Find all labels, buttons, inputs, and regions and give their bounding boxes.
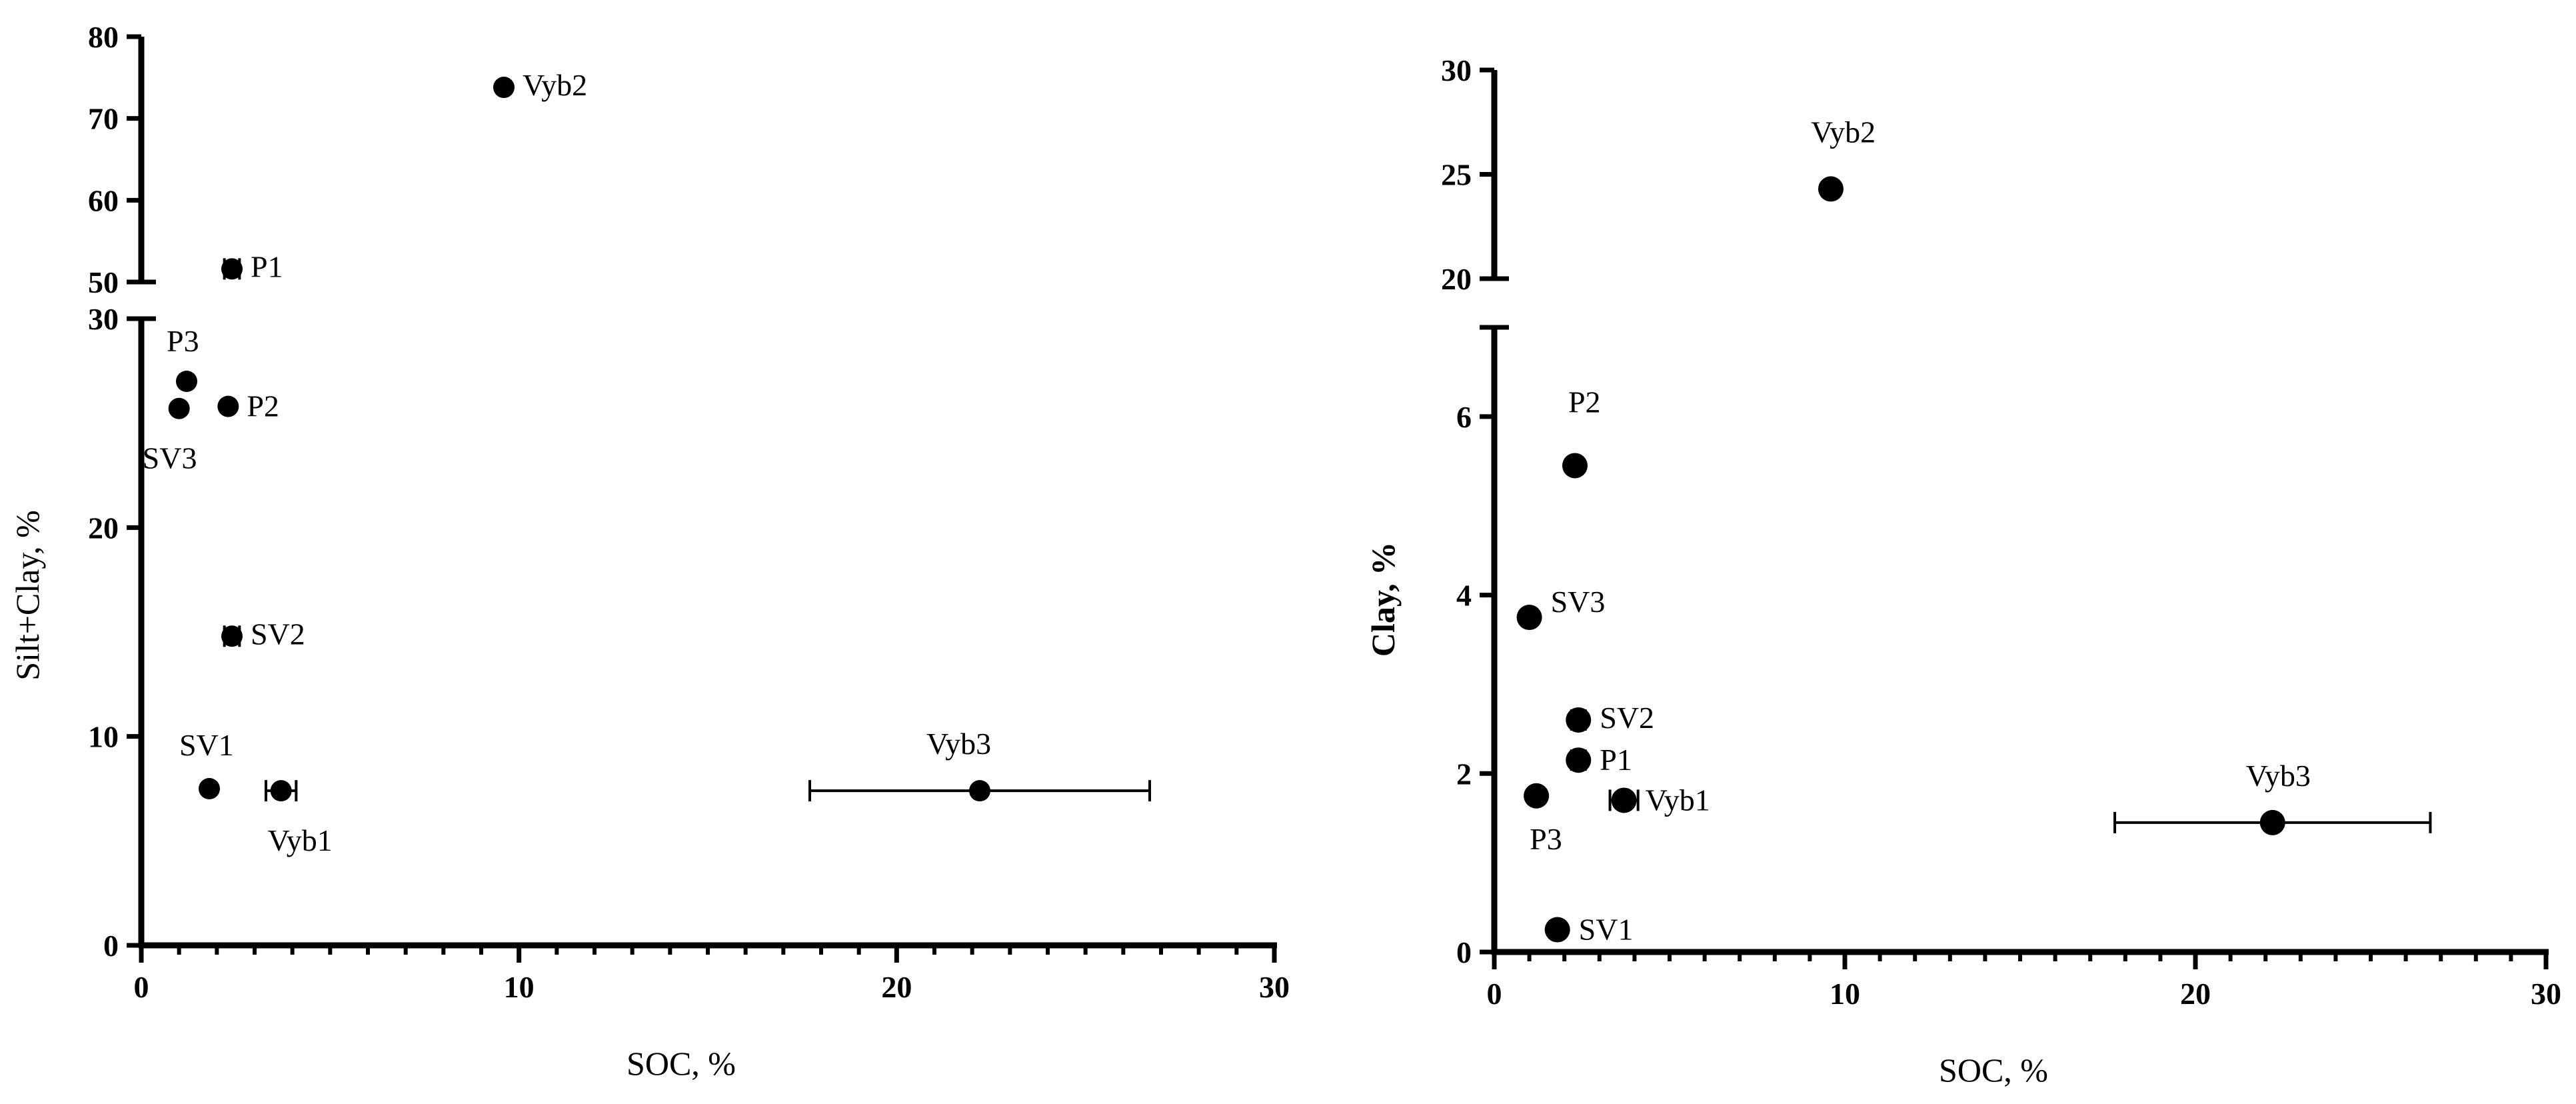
- data-point: [1562, 453, 1588, 479]
- data-point: [493, 77, 515, 99]
- x-tick-label: 0: [1487, 977, 1502, 1011]
- point-label: Vyb3: [2246, 759, 2311, 793]
- data-point: [969, 780, 990, 802]
- y-axis-title: Clay, %: [1364, 542, 1402, 657]
- data-point: [176, 371, 197, 392]
- point-label: SV3: [1551, 585, 1606, 619]
- point-label: P3: [1530, 822, 1562, 856]
- y-tick-label: 60: [88, 183, 119, 217]
- y-tick-label: 20: [1441, 262, 1472, 296]
- point-label: Vyb1: [1646, 783, 1710, 817]
- x-tick-label: 0: [134, 970, 149, 1004]
- y-tick-label: 20: [88, 511, 119, 545]
- data-point: [1566, 747, 1592, 773]
- x-tick-label: 20: [881, 970, 912, 1004]
- y-tick-label: 70: [88, 102, 119, 136]
- x-tick-label: 20: [2180, 977, 2211, 1011]
- data-point: [1544, 917, 1570, 943]
- point-label: SV3: [143, 441, 197, 475]
- y-tick-label: 0: [1456, 935, 1472, 969]
- data-point: [1611, 787, 1637, 813]
- data-point: [199, 778, 220, 799]
- point-label: P3: [167, 324, 199, 358]
- x-axis-title: SOC, %: [627, 1045, 736, 1082]
- data-point: [270, 780, 292, 802]
- y-tick-label: 2: [1456, 757, 1472, 791]
- point-label: SV2: [251, 617, 305, 651]
- point-label: P1: [1600, 743, 1632, 777]
- y-tick-label: 6: [1456, 400, 1472, 434]
- point-label: SV1: [1579, 913, 1634, 947]
- point-label: Vyb2: [523, 68, 587, 102]
- point-label: SV2: [1600, 701, 1654, 735]
- x-tick-label: 10: [504, 970, 535, 1004]
- chart-clay: 0 10 20 30 0 2 4 6 20 25 30 SOC, % Clay, % Vyb2 P2 SV3 S…: [1364, 53, 2561, 1089]
- y-tick-label: 50: [88, 265, 119, 299]
- point-label: SV1: [179, 728, 234, 762]
- data-point: [221, 258, 243, 280]
- data-point: [1516, 605, 1542, 631]
- point-label: P1: [251, 249, 283, 283]
- point-label: Vyb1: [268, 823, 333, 857]
- y-tick-label: 30: [88, 302, 119, 336]
- x-tick-label: 10: [1830, 977, 1860, 1011]
- point-label: Vyb2: [1811, 115, 1876, 149]
- y-tick-label: 4: [1456, 579, 1472, 613]
- y-tick-label: 25: [1441, 158, 1472, 192]
- x-axis-title: SOC, %: [1939, 1051, 2048, 1089]
- data-point: [2259, 809, 2285, 835]
- point-label: P2: [1568, 385, 1601, 419]
- y-tick-label: 0: [103, 929, 119, 963]
- point-label: P2: [247, 389, 279, 423]
- data-point: [221, 625, 243, 647]
- y-tick-label: 80: [88, 20, 119, 54]
- data-point: [1524, 783, 1550, 809]
- data-point: [168, 397, 190, 419]
- x-tick-label: 30: [1259, 970, 1290, 1004]
- point-label: Vyb3: [926, 727, 991, 761]
- y-tick-label: 30: [1441, 53, 1472, 87]
- data-point: [217, 395, 239, 417]
- y-tick-label: 10: [88, 720, 119, 754]
- data-point: [1818, 176, 1844, 202]
- x-tick-label: 30: [2531, 977, 2561, 1011]
- data-point: [1566, 707, 1592, 733]
- y-axis-title: Silt+Clay, %: [9, 510, 46, 681]
